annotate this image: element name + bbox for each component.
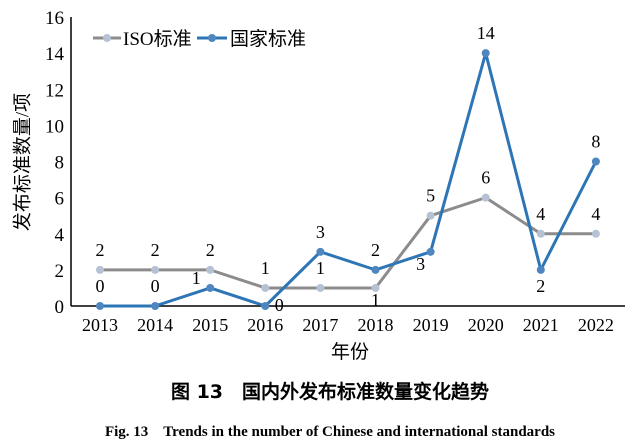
- data-label: 2: [96, 240, 105, 260]
- y-tick-label: 4: [55, 225, 65, 246]
- x-tick-label: 2016: [247, 315, 283, 335]
- data-point: [371, 283, 380, 292]
- data-point: [536, 229, 545, 238]
- data-label: 2: [371, 240, 380, 260]
- data-point: [96, 302, 104, 310]
- legend-iso-label: ISO标准: [123, 28, 192, 50]
- y-tick-label: 16: [45, 8, 64, 29]
- x-tick-label: 2014: [137, 315, 173, 335]
- y-tick-label: 0: [55, 297, 65, 318]
- x-tick-label: 2019: [413, 315, 449, 335]
- caption-cn: 图 13 国内外发布标准数量变化趋势: [171, 380, 489, 403]
- data-label: 4: [536, 204, 545, 224]
- data-point: [481, 49, 490, 58]
- data-point: [316, 283, 325, 292]
- x-tick-label: 2020: [468, 315, 504, 335]
- legend-national-label: 国家标准: [230, 28, 306, 50]
- data-label: 0: [275, 295, 284, 315]
- data-label: 3: [316, 222, 325, 242]
- data-label: 4: [591, 204, 600, 224]
- legend: ISO标准 国家标准: [93, 28, 306, 50]
- data-label: 14: [477, 23, 495, 43]
- data-point: [151, 265, 160, 274]
- y-tick-label: 14: [45, 44, 65, 65]
- data-point: [316, 247, 325, 256]
- y-tick-label: 10: [45, 116, 64, 137]
- data-point: [96, 265, 104, 274]
- data-point: [536, 265, 545, 274]
- data-label: 1: [261, 258, 270, 278]
- x-tick-label: 2018: [358, 315, 394, 335]
- data-point: [206, 283, 215, 292]
- data-point: [206, 265, 215, 274]
- data-label: 5: [426, 186, 435, 206]
- data-label: 8: [591, 132, 600, 152]
- data-point: [481, 193, 490, 202]
- data-label: 0: [151, 276, 160, 296]
- data-label: 0: [96, 276, 105, 296]
- x-tick-label: 2021: [523, 315, 559, 335]
- data-label: 1: [316, 258, 325, 278]
- x-tick-label: 2017: [302, 315, 338, 335]
- data-point: [426, 211, 435, 220]
- data-point: [591, 157, 600, 166]
- y-axis-title: 发布标准数量/项: [11, 93, 33, 231]
- y-tick-label: 6: [55, 189, 65, 210]
- data-label: 1: [192, 268, 201, 288]
- x-axis-title: 年份: [331, 341, 369, 363]
- data-label: 2: [536, 276, 545, 296]
- data-label: 1: [371, 290, 380, 310]
- data-label: 2: [206, 240, 215, 260]
- caption-en: Fig. 13 Trends in the number of Chinese …: [105, 424, 555, 440]
- data-point: [591, 229, 600, 238]
- y-tick-label: 8: [55, 153, 65, 174]
- data-label: 3: [416, 254, 425, 274]
- data-point: [426, 247, 435, 256]
- legend-iso-marker: [103, 34, 111, 42]
- series-line-national: [100, 51, 598, 308]
- series-line-iso: [100, 196, 596, 290]
- data-point: [151, 302, 160, 310]
- data-point: [371, 265, 380, 274]
- x-tick-label: 2013: [82, 315, 118, 335]
- x-tick-label: 2015: [192, 315, 228, 335]
- legend-national-marker: [208, 34, 216, 42]
- y-tick-label: 12: [45, 80, 64, 101]
- y-tick-label: 2: [55, 261, 65, 282]
- data-label: 6: [481, 168, 490, 188]
- data-point: [261, 302, 270, 310]
- x-tick-label: 2022: [578, 315, 614, 335]
- data-point: [261, 283, 270, 292]
- data-label: 2: [151, 240, 160, 260]
